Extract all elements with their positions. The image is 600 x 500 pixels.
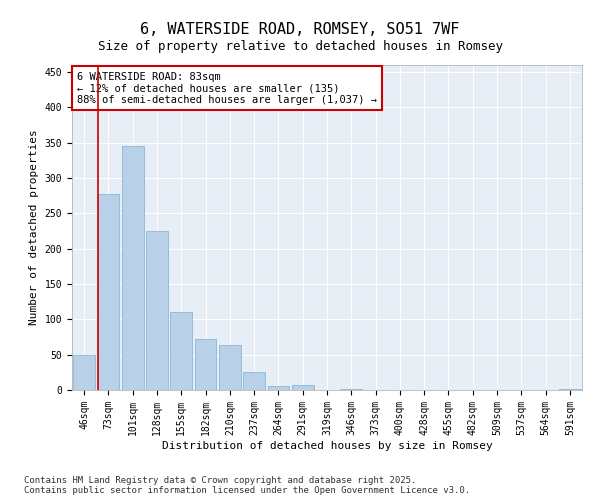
- Bar: [170, 312, 192, 390]
- Bar: [559, 388, 581, 390]
- Text: Size of property relative to detached houses in Romsey: Size of property relative to detached ho…: [97, 40, 503, 53]
- Text: Contains HM Land Registry data © Crown copyright and database right 2025.
Contai: Contains HM Land Registry data © Crown c…: [24, 476, 470, 495]
- Bar: [146, 231, 168, 390]
- Text: 6 WATERSIDE ROAD: 83sqm
← 12% of detached houses are smaller (135)
88% of semi-d: 6 WATERSIDE ROAD: 83sqm ← 12% of detache…: [77, 72, 377, 104]
- Bar: [122, 146, 143, 390]
- Y-axis label: Number of detached properties: Number of detached properties: [29, 130, 39, 326]
- Bar: [292, 385, 314, 390]
- Bar: [268, 386, 289, 390]
- Bar: [340, 388, 362, 390]
- Text: 6, WATERSIDE ROAD, ROMSEY, SO51 7WF: 6, WATERSIDE ROAD, ROMSEY, SO51 7WF: [140, 22, 460, 38]
- Bar: [219, 346, 241, 390]
- Bar: [73, 354, 95, 390]
- Bar: [97, 194, 119, 390]
- Bar: [194, 339, 217, 390]
- X-axis label: Distribution of detached houses by size in Romsey: Distribution of detached houses by size …: [161, 440, 493, 450]
- Bar: [243, 372, 265, 390]
